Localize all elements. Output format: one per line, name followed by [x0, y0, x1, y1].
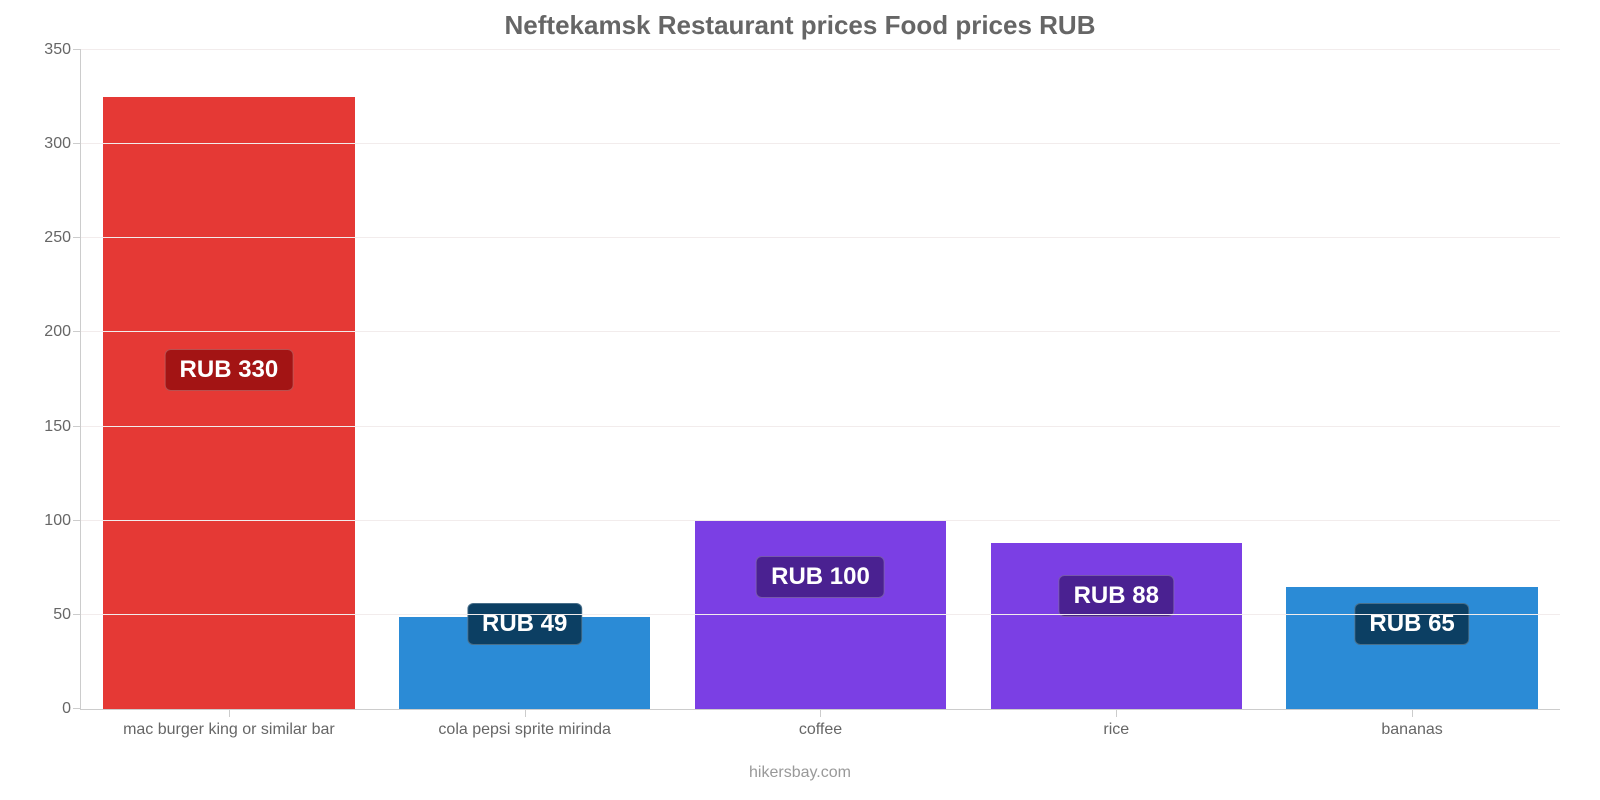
chart-title: Neftekamsk Restaurant prices Food prices… [0, 0, 1600, 47]
y-tick-label: 0 [62, 700, 81, 718]
y-tick-label: 150 [44, 418, 81, 436]
gridline [81, 49, 1560, 50]
x-tick-mark [1412, 709, 1413, 717]
bar [695, 521, 946, 709]
bar [991, 543, 1242, 709]
y-tick-mark [73, 331, 81, 332]
bar-slot: RUB 49cola pepsi sprite mirinda [377, 50, 673, 709]
gridline [81, 426, 1560, 427]
bars-layer: RUB 330mac burger king or similar barRUB… [81, 50, 1560, 709]
gridline [81, 237, 1560, 238]
bar [103, 97, 354, 709]
y-tick-mark [73, 614, 81, 615]
gridline [81, 331, 1560, 332]
y-tick-mark [73, 143, 81, 144]
y-tick-label: 50 [53, 606, 81, 624]
gridline [81, 614, 1560, 615]
x-tick-mark [229, 709, 230, 717]
chart-container: Neftekamsk Restaurant prices Food prices… [0, 0, 1600, 800]
y-tick-label: 250 [44, 229, 81, 247]
y-tick-label: 350 [44, 41, 81, 59]
attribution-text: hikersbay.com [0, 764, 1600, 782]
y-tick-mark [73, 49, 81, 50]
y-tick-label: 200 [44, 323, 81, 341]
x-tick-mark [1116, 709, 1117, 717]
bar-value-label: RUB 49 [467, 603, 582, 645]
x-tick-mark [525, 709, 526, 717]
bar-slot: RUB 330mac burger king or similar bar [81, 50, 377, 709]
y-tick-mark [73, 520, 81, 521]
bar-slot: RUB 65bananas [1264, 50, 1560, 709]
x-tick-mark [820, 709, 821, 717]
bar-value-label: RUB 330 [165, 349, 294, 391]
y-tick-mark [73, 237, 81, 238]
y-tick-label: 300 [44, 135, 81, 153]
y-tick-mark [73, 708, 81, 709]
bar-value-label: RUB 65 [1354, 603, 1469, 645]
gridline [81, 520, 1560, 521]
gridline [81, 143, 1560, 144]
bar-slot: RUB 100coffee [673, 50, 969, 709]
y-tick-label: 100 [44, 512, 81, 530]
bar-value-label: RUB 100 [756, 556, 885, 598]
bar-value-label: RUB 88 [1059, 575, 1174, 617]
y-tick-mark [73, 426, 81, 427]
plot-area: RUB 330mac burger king or similar barRUB… [80, 50, 1560, 710]
bar-slot: RUB 88rice [968, 50, 1264, 709]
